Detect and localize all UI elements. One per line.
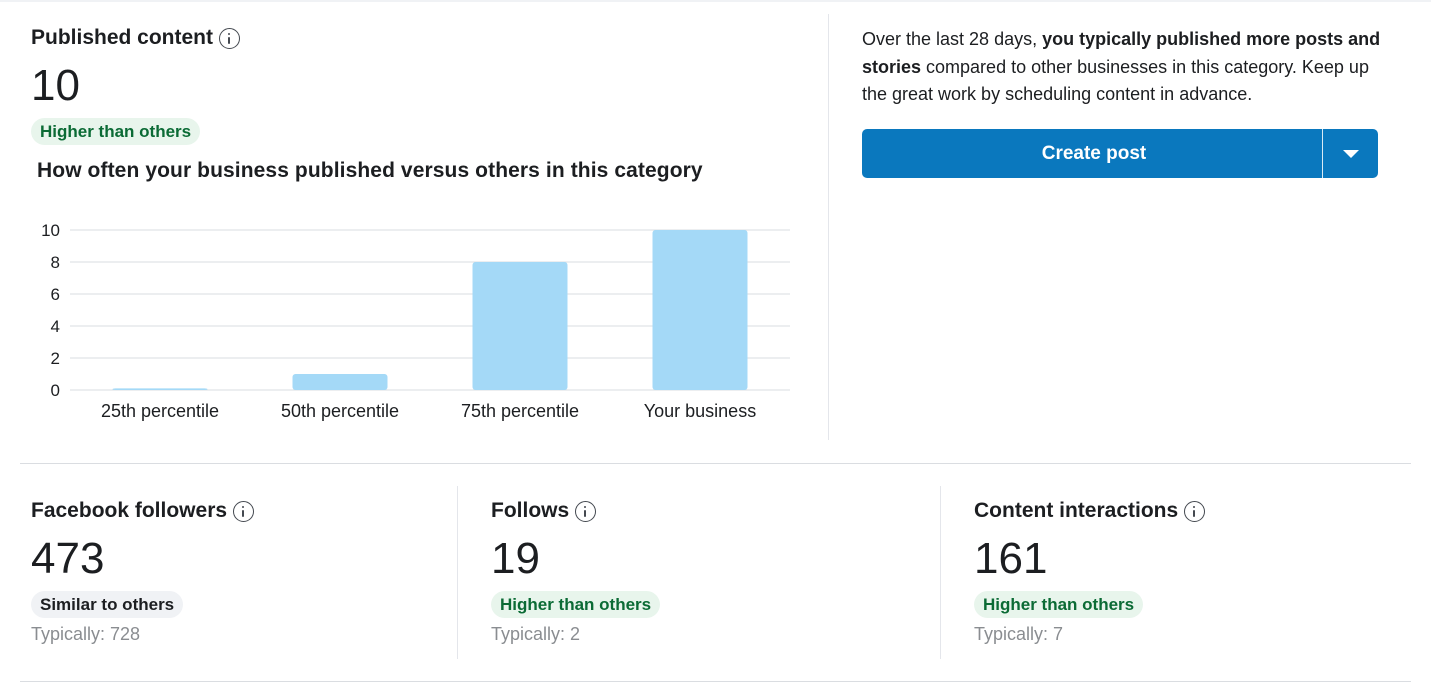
x-tick-label: 25th percentile	[101, 401, 219, 421]
facebook-followers-title: Facebook followers	[31, 499, 255, 523]
published-content-badge: Higher than others	[31, 118, 201, 145]
follows-typical: Typically: 2	[491, 624, 581, 644]
info-icon[interactable]	[575, 500, 597, 522]
bottom-divider	[20, 681, 1411, 682]
y-tick-label: 2	[51, 349, 60, 368]
y-tick-label: 6	[51, 285, 60, 304]
create-post-split-button: Create post	[862, 129, 1378, 178]
follows-title: Follows	[491, 499, 597, 523]
summary-lead: Over the last 28 days,	[862, 29, 1043, 49]
published-content-label: Published content	[31, 26, 214, 49]
caret-down-icon	[1342, 149, 1359, 158]
x-tick-label: 75th percentile	[461, 401, 579, 421]
content-interactions-title: Content interactions	[974, 499, 1206, 523]
published-content-value: 10	[31, 61, 80, 110]
bar[interactable]	[292, 374, 388, 390]
x-tick-label: 50th percentile	[281, 401, 399, 421]
published-content-chart: 0 2 4 6 8 10 25th percentile 50th percentile 75t…	[41, 221, 790, 421]
y-tick-label: 10	[41, 221, 60, 240]
y-tick-label: 0	[51, 381, 60, 400]
top-rule	[0, 0, 1431, 2]
content-interactions-value: 161	[974, 534, 1048, 583]
vertical-divider	[828, 14, 829, 440]
y-tick-label: 4	[51, 317, 60, 336]
button-separator	[1322, 129, 1323, 178]
content-interactions-badge: Higher than others	[974, 591, 1144, 618]
facebook-followers-value: 473	[31, 534, 105, 583]
facebook-followers-typical: Typically: 728	[31, 624, 141, 644]
content-interactions-label: Content interactions	[974, 499, 1179, 522]
summary-emphasis: you typically published more posts and s…	[862, 29, 1381, 77]
follows-label: Follows	[491, 499, 570, 522]
y-tick-label: 8	[51, 253, 60, 272]
follows-value: 19	[491, 534, 540, 583]
x-tick-label: Your business	[644, 401, 756, 421]
summary-text: Over the last 28 days, you typically pub…	[862, 26, 1382, 109]
vertical-divider	[940, 486, 941, 659]
info-icon[interactable]	[1184, 500, 1206, 522]
summary-tail: compared to other businesses in this cat…	[862, 56, 1369, 105]
bar[interactable]	[652, 230, 748, 390]
published-content-title: Published content	[31, 26, 241, 50]
create-post-button[interactable]: Create post	[1041, 142, 1147, 164]
create-post-dropdown-button[interactable]	[1323, 129, 1378, 178]
info-icon[interactable]	[219, 27, 241, 49]
bar[interactable]	[472, 262, 568, 390]
info-icon[interactable]	[233, 500, 255, 522]
vertical-divider	[457, 486, 458, 659]
bar[interactable]	[112, 388, 208, 390]
chart-title: How often your business published versus…	[37, 159, 703, 182]
content-interactions-typical: Typically: 7	[974, 624, 1064, 644]
facebook-followers-label: Facebook followers	[31, 499, 228, 522]
follows-badge: Higher than others	[491, 591, 661, 618]
section-divider	[20, 463, 1411, 464]
facebook-followers-badge: Similar to others	[31, 591, 184, 618]
